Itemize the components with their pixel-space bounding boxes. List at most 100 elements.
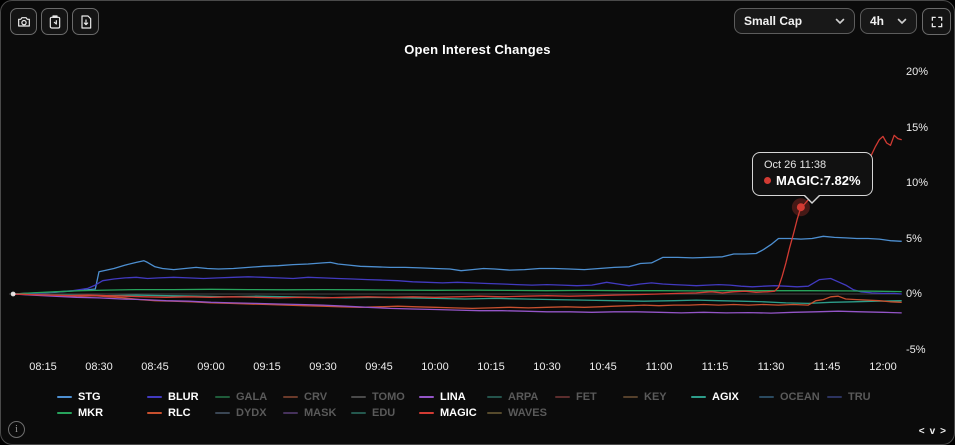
legend-item-dydx[interactable]: DYDX: [215, 405, 283, 420]
legend-item-stg[interactable]: STG: [57, 389, 147, 404]
legend-label: CRV: [304, 390, 328, 403]
legend-swatch: [147, 395, 162, 398]
x-tick-label: 08:15: [29, 361, 57, 373]
camera-icon: [16, 14, 32, 30]
tooltip-series: MAGIC: [776, 173, 820, 188]
legend-swatch: [555, 395, 570, 398]
legend-label: WAVES: [508, 406, 547, 419]
series-line-agix: [13, 293, 902, 305]
x-tick-label: 09:00: [197, 361, 225, 373]
x-tick-label: 08:45: [141, 361, 169, 373]
legend-item-mkr[interactable]: MKR: [57, 405, 147, 420]
legend-label: ARPA: [508, 390, 539, 403]
legend-item-rlc[interactable]: RLC: [147, 405, 215, 420]
legend-swatch: [283, 411, 298, 414]
market-cap-select[interactable]: Small Cap: [734, 8, 855, 34]
legend-label: RLC: [168, 406, 191, 419]
clipboard-icon: [47, 14, 63, 30]
legend-swatch: [351, 411, 366, 414]
legend-item-blur[interactable]: BLUR: [147, 389, 215, 404]
legend-item-agix[interactable]: AGIX: [691, 389, 759, 404]
legend-swatch: [57, 395, 72, 398]
tooltip-date: Oct 26 11:38: [764, 159, 827, 171]
legend-item-edu[interactable]: EDU: [351, 405, 419, 420]
legend: STG BLUR GALA CRV TOMO LINA ARPA FET KEY AGIX OCEA…: [57, 389, 895, 420]
x-tick-label: 09:45: [365, 361, 393, 373]
y-tick-label: 15%: [906, 121, 929, 134]
legend-swatch: [623, 395, 638, 398]
legend-label: MAGIC: [440, 406, 477, 419]
info-icon: i: [15, 424, 18, 435]
legend-label: TOMO: [372, 390, 405, 403]
legend-item-mask[interactable]: MASK: [283, 405, 351, 420]
legend-label: STG: [78, 390, 101, 403]
x-tick-label: 09:15: [253, 361, 281, 373]
legend-label: AGIX: [712, 390, 739, 403]
legend-item-waves[interactable]: WAVES: [487, 405, 555, 420]
pager-next-icon[interactable]: >: [940, 426, 946, 437]
legend-swatch: [215, 395, 230, 398]
legend-swatch: [419, 395, 434, 398]
screenshot-button[interactable]: [10, 8, 37, 35]
legend-item-lina[interactable]: LINA: [419, 389, 487, 404]
y-tick-label: 5%: [906, 232, 922, 245]
info-button[interactable]: i: [8, 421, 25, 438]
legend-label: KEY: [644, 390, 667, 403]
x-tick-label: 10:30: [533, 361, 561, 373]
tooltip-separator: :: [819, 173, 824, 188]
legend-label: MKR: [78, 406, 104, 419]
interval-select[interactable]: 4h: [860, 8, 917, 34]
tooltip-value: 7.82%: [823, 173, 861, 188]
pager-prev-icon[interactable]: <: [918, 426, 925, 437]
legend-swatch: [57, 411, 72, 414]
legend-item-tru[interactable]: TRU: [827, 389, 895, 404]
legend-item-ocean[interactable]: OCEAN: [759, 389, 827, 404]
series-line-stg: [13, 235, 902, 295]
copy-to-clipboard-button[interactable]: [41, 8, 68, 35]
y-tick-label: 10%: [906, 177, 929, 189]
y-tick-label: 0%: [906, 288, 922, 300]
legend-swatch: [691, 395, 706, 398]
x-tick-label: 12:00: [869, 361, 897, 373]
series-marker-dot: [764, 177, 771, 184]
tooltip-value-row: MAGIC: 7.82%: [764, 173, 861, 188]
series-line-mkr: [13, 288, 902, 295]
legend-label: TRU: [848, 390, 871, 403]
legend-label: DYDX: [236, 406, 267, 419]
series-line-lina: [13, 293, 902, 314]
legend-swatch: [759, 395, 774, 398]
legend-pager: < v >: [919, 427, 946, 437]
legend-item-key[interactable]: KEY: [623, 389, 691, 404]
legend-swatch: [487, 411, 502, 414]
legend-label: EDU: [372, 406, 396, 419]
legend-label: BLUR: [168, 390, 199, 403]
export-file-button[interactable]: [72, 8, 99, 35]
toolbar: Small Cap 4h: [1, 1, 954, 41]
market-cap-value: Small Cap: [744, 14, 803, 28]
fullscreen-button[interactable]: [922, 8, 951, 35]
legend-item-gala[interactable]: GALA: [215, 389, 283, 404]
legend-item-magic[interactable]: MAGIC: [419, 405, 487, 420]
hover-point-dot: [796, 203, 805, 212]
legend-item-fet[interactable]: FET: [555, 389, 623, 404]
x-tick-label: 09:30: [309, 361, 337, 373]
legend-item-arpa[interactable]: ARPA: [487, 389, 555, 404]
x-tick-label: 11:30: [757, 361, 785, 373]
legend-swatch: [351, 395, 366, 398]
x-tick-label: 11:15: [701, 361, 729, 373]
pager-collapse-icon[interactable]: v: [929, 426, 936, 437]
legend-swatch: [215, 411, 230, 414]
legend-item-crv[interactable]: CRV: [283, 389, 351, 404]
legend-label: OCEAN: [780, 390, 820, 403]
chevron-down-icon: [889, 14, 907, 28]
chart-title: Open Interest Changes: [404, 42, 551, 57]
x-tick-label: 10:00: [421, 361, 449, 373]
file-download-icon: [78, 14, 94, 30]
series-line-blur: [13, 276, 902, 295]
legend-item-tomo[interactable]: TOMO: [351, 389, 419, 404]
legend-swatch: [283, 395, 298, 398]
x-tick-label: 08:30: [85, 361, 113, 373]
plot-area[interactable]: [9, 61, 905, 361]
y-tick-label: 20%: [906, 66, 929, 78]
